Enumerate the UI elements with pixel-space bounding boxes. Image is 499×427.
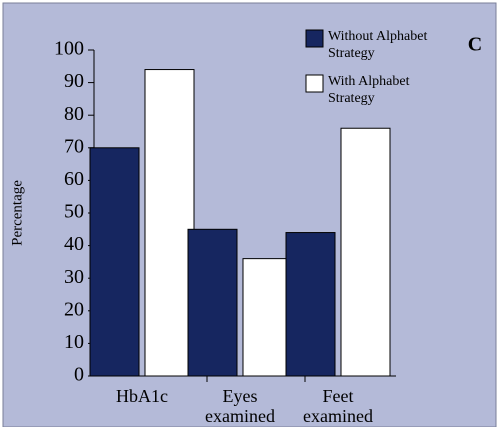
panel-letter: C [468,34,482,56]
legend-label-line: With Alphabet [328,74,410,89]
legend-swatch [305,29,324,48]
x-tick-label: Eyes examined [205,386,275,426]
x-tick-label: HbA1c [116,386,168,406]
y-tick-label: 100 [54,38,84,60]
bar [285,232,336,377]
y-tick-label: 80 [64,103,84,125]
y-tick-label: 90 [64,70,84,92]
legend-label-line: Strategy [328,46,375,61]
legend-swatch [305,74,324,93]
bar [187,228,238,377]
y-tick-label: 20 [64,298,84,320]
x-tick-label: Feet examined [303,386,373,426]
bar [242,258,293,377]
y-tick-label: 70 [64,135,84,157]
y-tick-label: 10 [64,331,84,353]
y-tick-label: 40 [64,233,84,255]
bar [340,127,391,377]
x-tick-label-line: Feet [323,386,354,406]
x-tick-label-line: examined [205,406,275,426]
y-axis-label: Percentage [9,180,25,246]
bar [89,147,140,377]
x-tick-label-line: Eyes [223,386,258,406]
legend-label: Without Alphabet Strategy [328,29,427,61]
y-tick-label: 30 [64,266,84,288]
legend-label-line: Strategy [328,91,375,106]
y-tick-label: 0 [74,364,84,386]
x-tick-label-line: HbA1c [116,386,168,406]
y-tick-label: 50 [64,201,84,223]
bar [144,69,195,377]
legend-label: With Alphabet Strategy [328,74,410,106]
x-tick-label-line: examined [303,406,373,426]
y-tick-label: 60 [64,168,84,190]
legend-label-line: Without Alphabet [328,29,427,44]
